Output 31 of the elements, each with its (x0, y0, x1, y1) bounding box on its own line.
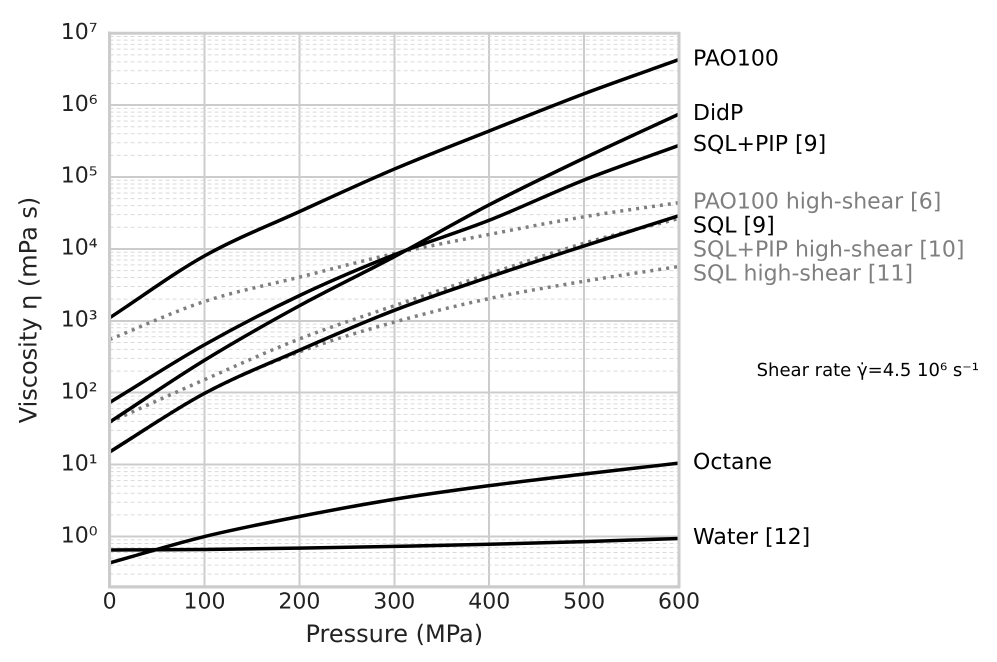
x-tick-label: 300 (373, 590, 416, 615)
y-tick-label: 10⁵ (60, 164, 98, 189)
series-label: SQL+PIP [9] (693, 132, 826, 158)
series-label: PAO100 high-shear [6] (693, 189, 942, 214)
series-label: DidP (693, 100, 744, 126)
y-tick-label: 10¹ (60, 451, 98, 476)
x-axis-title: Pressure (MPa) (305, 620, 484, 648)
series-label: SQL+PIP high-shear [10] (693, 237, 965, 262)
series-label: Water [12] (693, 525, 810, 550)
line-series (110, 200, 679, 342)
series-label: SQL high-shear [11] (693, 261, 914, 286)
x-tick-label: 500 (563, 590, 606, 615)
y-tick-label: 10⁶ (60, 92, 98, 117)
text: Shear rate γ̇=4.5 10⁶ s⁻¹ (756, 360, 979, 381)
y-tick-label: 10⁷ (60, 20, 98, 45)
series-label: SQL [9] (693, 213, 775, 238)
y-tick-label: 10² (60, 379, 98, 404)
x-tick-label: 0 (102, 590, 117, 615)
series-label: PAO100 (693, 46, 779, 72)
y-tick-label: 10³ (60, 308, 98, 333)
line-series (110, 461, 679, 565)
line-series (110, 58, 679, 320)
y-tick-label: 10⁰ (60, 523, 98, 548)
series-label: Octane (693, 450, 772, 475)
y-axis-title: Viscosity η (mPa s) (14, 196, 43, 424)
line-series (110, 112, 679, 424)
x-tick-label: 200 (278, 590, 320, 615)
x-tick-label: 600 (658, 590, 700, 615)
x-tick-label: 400 (468, 590, 510, 615)
x-tick-label: 100 (184, 590, 226, 615)
y-tick-label: 10⁴ (60, 236, 98, 261)
